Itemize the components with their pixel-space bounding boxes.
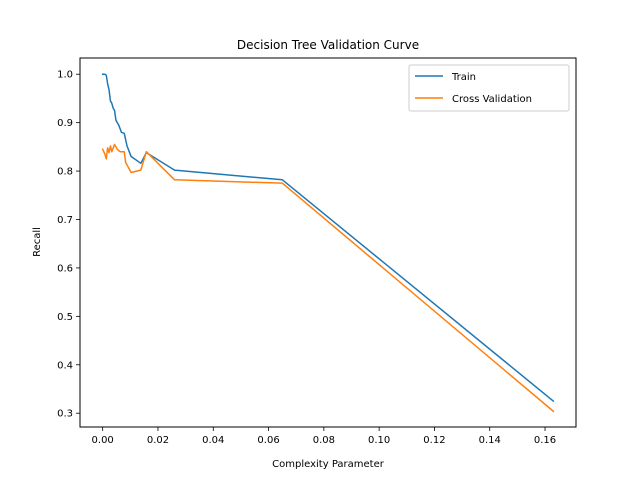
- y-tick-label: 0.4: [57, 360, 73, 371]
- series-line-cross-validation: [101, 143, 555, 413]
- x-tick-label: 0.14: [479, 435, 501, 446]
- x-axis: 0.00 0.02 0.04 0.06 0.08 0.10 0.12 0.14 0.16: [92, 427, 556, 446]
- y-tick-label: 0.9: [57, 118, 73, 129]
- y-tick-label: 0.7: [57, 215, 73, 226]
- legend-box: [408, 64, 570, 112]
- x-tick-label: 0.04: [202, 435, 224, 446]
- y-tick-label: 0.5: [57, 312, 73, 323]
- x-tick-label: 0.06: [257, 435, 279, 446]
- x-tick-label: 0.08: [313, 435, 335, 446]
- x-tick-label: 0.00: [92, 435, 114, 446]
- plot-area: [101, 73, 555, 413]
- x-tick-label: 0.12: [423, 435, 445, 446]
- legend: Train Cross Validation: [408, 64, 570, 112]
- chart-title: Decision Tree Validation Curve: [237, 38, 419, 52]
- y-axis: 0.3 0.4 0.5 0.6 0.7 0.8 0.9 1.0: [57, 70, 80, 420]
- y-tick-label: 1.0: [57, 70, 73, 81]
- y-axis-title: Recall: [32, 227, 43, 257]
- plot-frame: [79, 57, 577, 428]
- y-tick-label: 0.8: [57, 167, 73, 178]
- x-axis-title: Complexity Parameter: [272, 459, 385, 470]
- y-tick-label: 0.6: [57, 263, 73, 274]
- x-tick-label: 0.16: [534, 435, 556, 446]
- legend-label: Cross Validation: [452, 94, 532, 105]
- legend-label: Train: [451, 72, 476, 83]
- x-tick-label: 0.10: [368, 435, 390, 446]
- y-tick-label: 0.3: [57, 409, 73, 420]
- x-tick-label: 0.02: [147, 435, 169, 446]
